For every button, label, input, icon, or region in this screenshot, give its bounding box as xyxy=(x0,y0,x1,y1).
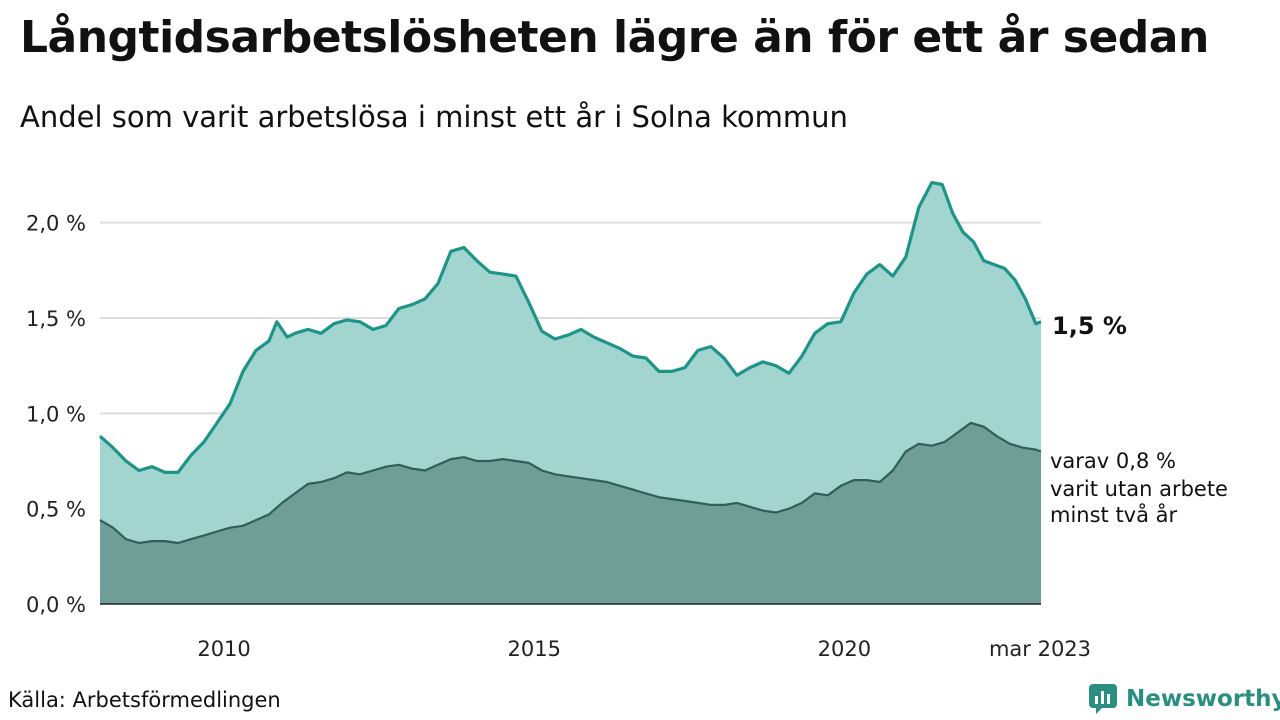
sub-series-area xyxy=(100,422,1041,604)
brand-logo: Newsworthy xyxy=(1088,682,1280,716)
y-tick-label: 0,5 % xyxy=(26,498,86,522)
brand-name: Newsworthy xyxy=(1126,686,1280,712)
x-axis-ticks: 2010 2015 2020 mar 2023 xyxy=(197,637,1091,661)
chart-subtitle: Andel som varit arbetslösa i minst ett å… xyxy=(20,100,848,134)
main-series-line xyxy=(98,181,1042,474)
sub-series-line xyxy=(99,421,1042,545)
end-value-label: 1,5 % xyxy=(1052,312,1127,340)
x-tick-label: mar 2023 xyxy=(989,637,1091,661)
sub-series-note-line-1: varav 0,8 % xyxy=(1050,449,1176,473)
y-tick-label: 1,0 % xyxy=(26,402,86,426)
sub-series-note-line-2: varit utan arbete xyxy=(1050,477,1228,501)
source-note: Källa: Arbetsförmedlingen xyxy=(8,688,281,712)
sub-series-note-line-3: minst två år xyxy=(1050,502,1178,527)
x-tick-label: 2020 xyxy=(818,637,871,661)
bar-chart-logo-icon xyxy=(1089,684,1117,714)
y-tick-label: 1,5 % xyxy=(26,307,86,331)
series-areas xyxy=(98,181,1042,604)
x-tick-label: 2015 xyxy=(507,637,560,661)
y-tick-label: 0,0 % xyxy=(26,593,86,617)
x-tick-label: 2010 xyxy=(197,637,250,661)
y-tick-label: 2,0 % xyxy=(26,212,86,236)
chart-title: Långtidsarbetslösheten lägre än för ett … xyxy=(20,12,1209,63)
y-axis-ticks: 0,0 % 0,5 % 1,0 % 1,5 % 2,0 % xyxy=(26,212,86,617)
